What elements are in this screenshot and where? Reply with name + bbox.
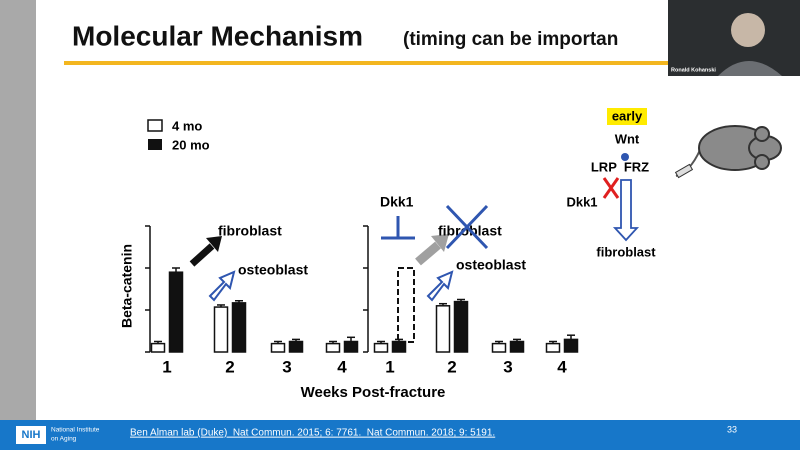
institute: on Aging bbox=[51, 436, 77, 443]
arrow bbox=[612, 179, 640, 242]
bar bbox=[213, 306, 229, 353]
arrow-head bbox=[206, 236, 222, 252]
slide-title: Molecular Mechanism bbox=[72, 20, 363, 51]
annotation: osteoblast bbox=[238, 262, 308, 278]
arrow bbox=[189, 243, 215, 267]
ligand bbox=[621, 153, 629, 161]
bar bbox=[509, 340, 525, 353]
receptor-label: LRP FRZ bbox=[591, 159, 649, 174]
bar bbox=[231, 302, 247, 353]
x-tick-label: 2 bbox=[225, 357, 234, 376]
bar bbox=[453, 300, 469, 353]
x-tick-label: 1 bbox=[162, 357, 171, 376]
bar bbox=[288, 340, 304, 353]
bar bbox=[150, 342, 166, 353]
webcam-person bbox=[718, 61, 782, 76]
y-axis-title: Beta-catenin bbox=[119, 244, 135, 328]
bar bbox=[391, 340, 407, 353]
bar bbox=[325, 342, 341, 353]
left-band bbox=[0, 0, 36, 420]
x-axis-title: Weeks Post-fracture bbox=[301, 384, 446, 401]
arrow-head bbox=[431, 234, 449, 252]
institute: National Institute bbox=[51, 427, 100, 434]
title-rule bbox=[64, 61, 674, 65]
bar bbox=[545, 342, 561, 353]
ligand-label: Wnt bbox=[615, 131, 640, 146]
inhibitor-label: Dkk1 bbox=[566, 194, 597, 209]
legend-swatch bbox=[148, 139, 162, 150]
mouse-icon bbox=[674, 125, 782, 179]
inhibition bbox=[381, 216, 415, 240]
webcam-person bbox=[731, 13, 765, 47]
x-tick-label: 3 bbox=[503, 357, 512, 376]
cross bbox=[445, 204, 489, 250]
x-tick-label: 2 bbox=[447, 357, 456, 376]
footer-bar bbox=[0, 420, 800, 450]
cross bbox=[602, 177, 620, 199]
arrow bbox=[208, 270, 236, 302]
outcome-label: fibroblast bbox=[596, 244, 656, 259]
bar bbox=[343, 340, 359, 353]
legend-label: 4 mo bbox=[172, 118, 202, 133]
x-tick-label: 4 bbox=[337, 357, 347, 376]
logo: NIH bbox=[22, 429, 41, 441]
bar bbox=[373, 342, 389, 353]
x-tick-label: 1 bbox=[385, 357, 394, 376]
bar bbox=[491, 342, 507, 353]
webcam-name: Ronald Kohanski bbox=[671, 67, 716, 73]
annotation: Dkk1 bbox=[380, 194, 414, 210]
x-tick-label: 3 bbox=[282, 357, 291, 376]
arrow bbox=[415, 241, 441, 266]
annotation: osteoblast bbox=[456, 257, 526, 273]
legend-swatch bbox=[147, 119, 163, 132]
bar bbox=[270, 342, 286, 353]
highlight bbox=[607, 108, 647, 125]
citation[interactable]: Ben Alman lab (Duke) Nat Commun. 2015; 6… bbox=[130, 428, 495, 439]
arrow bbox=[426, 270, 454, 302]
stage-label: early bbox=[612, 108, 643, 123]
logo-box bbox=[16, 426, 46, 444]
annotation: fibroblast bbox=[218, 223, 282, 239]
legend-label: 20 mo bbox=[172, 137, 210, 152]
bar bbox=[563, 338, 579, 353]
x-tick-label: 4 bbox=[557, 357, 567, 376]
slide-subtitle: (timing can be importan bbox=[403, 29, 618, 50]
bar bbox=[168, 271, 184, 353]
bar bbox=[435, 305, 451, 353]
page-number: 33 bbox=[727, 424, 737, 434]
